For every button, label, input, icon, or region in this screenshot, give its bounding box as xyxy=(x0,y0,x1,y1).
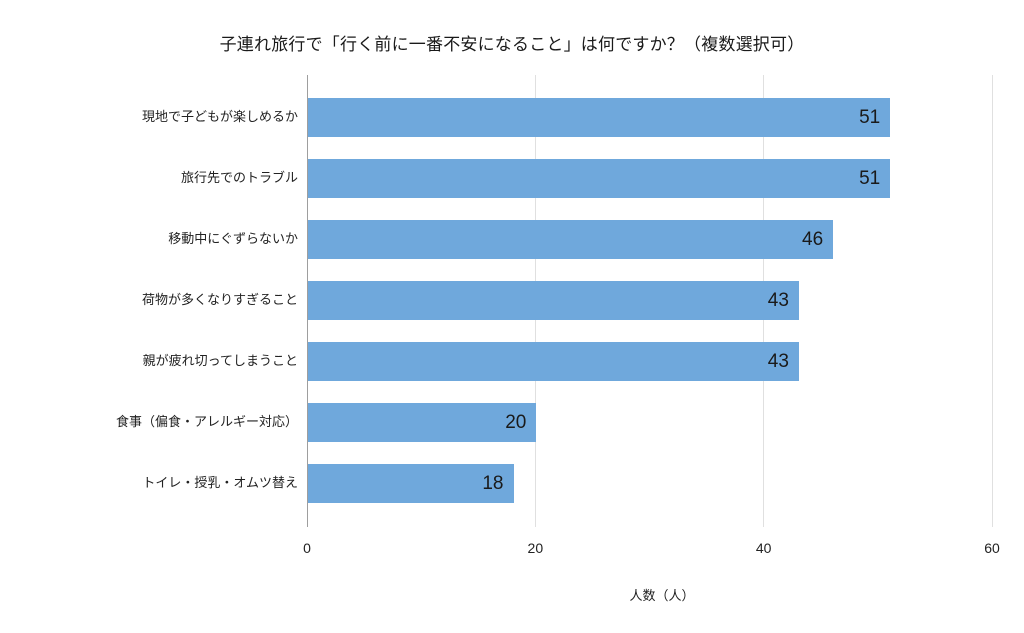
bar-value-label: 43 xyxy=(767,351,789,372)
category-label: 旅行先でのトラブル xyxy=(180,171,298,186)
bar-value-label: 46 xyxy=(802,229,824,250)
x-tick-label: 60 xyxy=(984,540,1000,556)
bar: 43 xyxy=(308,281,799,320)
category-label: 食事（偏食・アレルギー対応） xyxy=(115,415,298,430)
bar-value-label: 20 xyxy=(505,412,527,433)
bar: 18 xyxy=(308,464,514,503)
bar-value-label: 51 xyxy=(859,168,881,189)
y-axis-line xyxy=(307,75,308,527)
bar: 51 xyxy=(308,159,891,198)
category-label: 現地で子どもが楽しめるか xyxy=(141,110,298,125)
x-tick-label: 40 xyxy=(755,540,772,556)
bar-value-label: 51 xyxy=(859,107,881,128)
category-label: 荷物が多くなりすぎること xyxy=(141,293,298,308)
gridline-60 xyxy=(992,75,993,527)
bar: 20 xyxy=(308,403,537,442)
bar-value-label: 18 xyxy=(482,473,504,494)
category-label: 移動中にぐずらないか xyxy=(168,232,298,247)
chart-title: 子連れ旅行で「行く前に一番不安になること」は何ですか？（複数選択可） xyxy=(219,35,805,55)
x-tick-label: 20 xyxy=(527,540,544,556)
bar: 46 xyxy=(308,220,834,259)
x-tick-label: 0 xyxy=(303,540,311,556)
bar-value-label: 43 xyxy=(767,290,789,311)
bar: 43 xyxy=(308,342,799,381)
bar: 51 xyxy=(308,98,891,137)
category-label: トイレ・授乳・オムツ替え xyxy=(142,476,298,491)
category-label: 親が疲れ切ってしまうこと xyxy=(142,354,298,369)
plot-area: 51 51 46 43 43 20 18 xyxy=(307,75,993,527)
x-axis-label: 人数（人） xyxy=(629,589,695,604)
